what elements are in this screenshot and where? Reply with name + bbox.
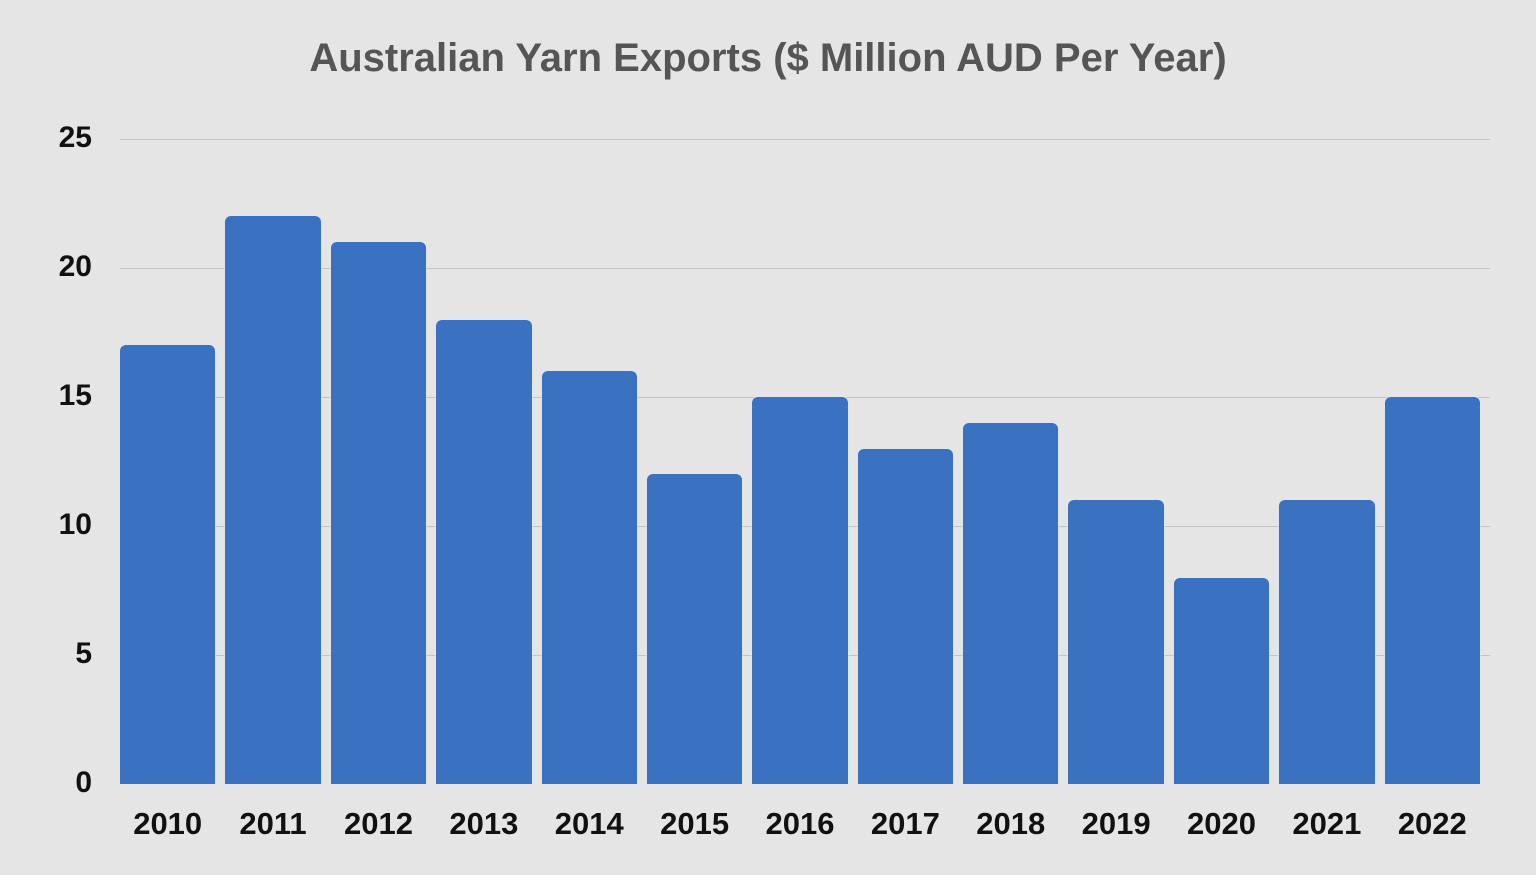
x-tick-label: 2011 xyxy=(239,806,307,841)
bar-2022 xyxy=(1384,397,1480,784)
bar-2017 xyxy=(857,448,954,784)
chart-title: Australian Yarn Exports ($ Million AUD P… xyxy=(309,36,1227,80)
x-tick-label: 2021 xyxy=(1292,806,1362,841)
bar-2020 xyxy=(1173,577,1270,784)
x-tick-label: 2022 xyxy=(1397,806,1467,841)
gridline xyxy=(120,139,1490,140)
x-tick-label: 2014 xyxy=(554,806,624,841)
x-tick-label: 2015 xyxy=(660,806,730,841)
x-tick-label: 2010 xyxy=(133,806,203,841)
y-tick-label: 15 xyxy=(58,379,92,412)
bar-2019 xyxy=(1068,500,1164,784)
bar-2010 xyxy=(120,345,216,784)
gridline xyxy=(120,268,1490,269)
bar-2013 xyxy=(436,319,532,784)
plot-area xyxy=(120,139,1490,784)
bar-2018 xyxy=(963,422,1059,784)
x-tick-label: 2017 xyxy=(870,806,940,841)
y-tick-label: 0 xyxy=(75,766,92,799)
x-tick-label: 2019 xyxy=(1081,806,1151,841)
y-tick-label: 5 xyxy=(75,637,92,670)
x-tick-label: 2013 xyxy=(449,806,519,841)
bar-2012 xyxy=(330,242,427,784)
bar-2014 xyxy=(541,371,637,784)
x-tick-label: 2018 xyxy=(976,806,1046,841)
y-tick-label: 10 xyxy=(58,508,92,541)
x-tick-label: 2016 xyxy=(765,806,835,841)
y-tick-label: 20 xyxy=(58,250,92,283)
bar-2011 xyxy=(225,216,321,784)
bar-2021 xyxy=(1279,500,1375,784)
y-tick-label: 25 xyxy=(58,121,92,154)
x-tick-label: 2020 xyxy=(1187,806,1257,841)
bar-2015 xyxy=(646,474,743,784)
bar-2016 xyxy=(752,397,848,784)
x-tick-label: 2012 xyxy=(343,806,413,841)
